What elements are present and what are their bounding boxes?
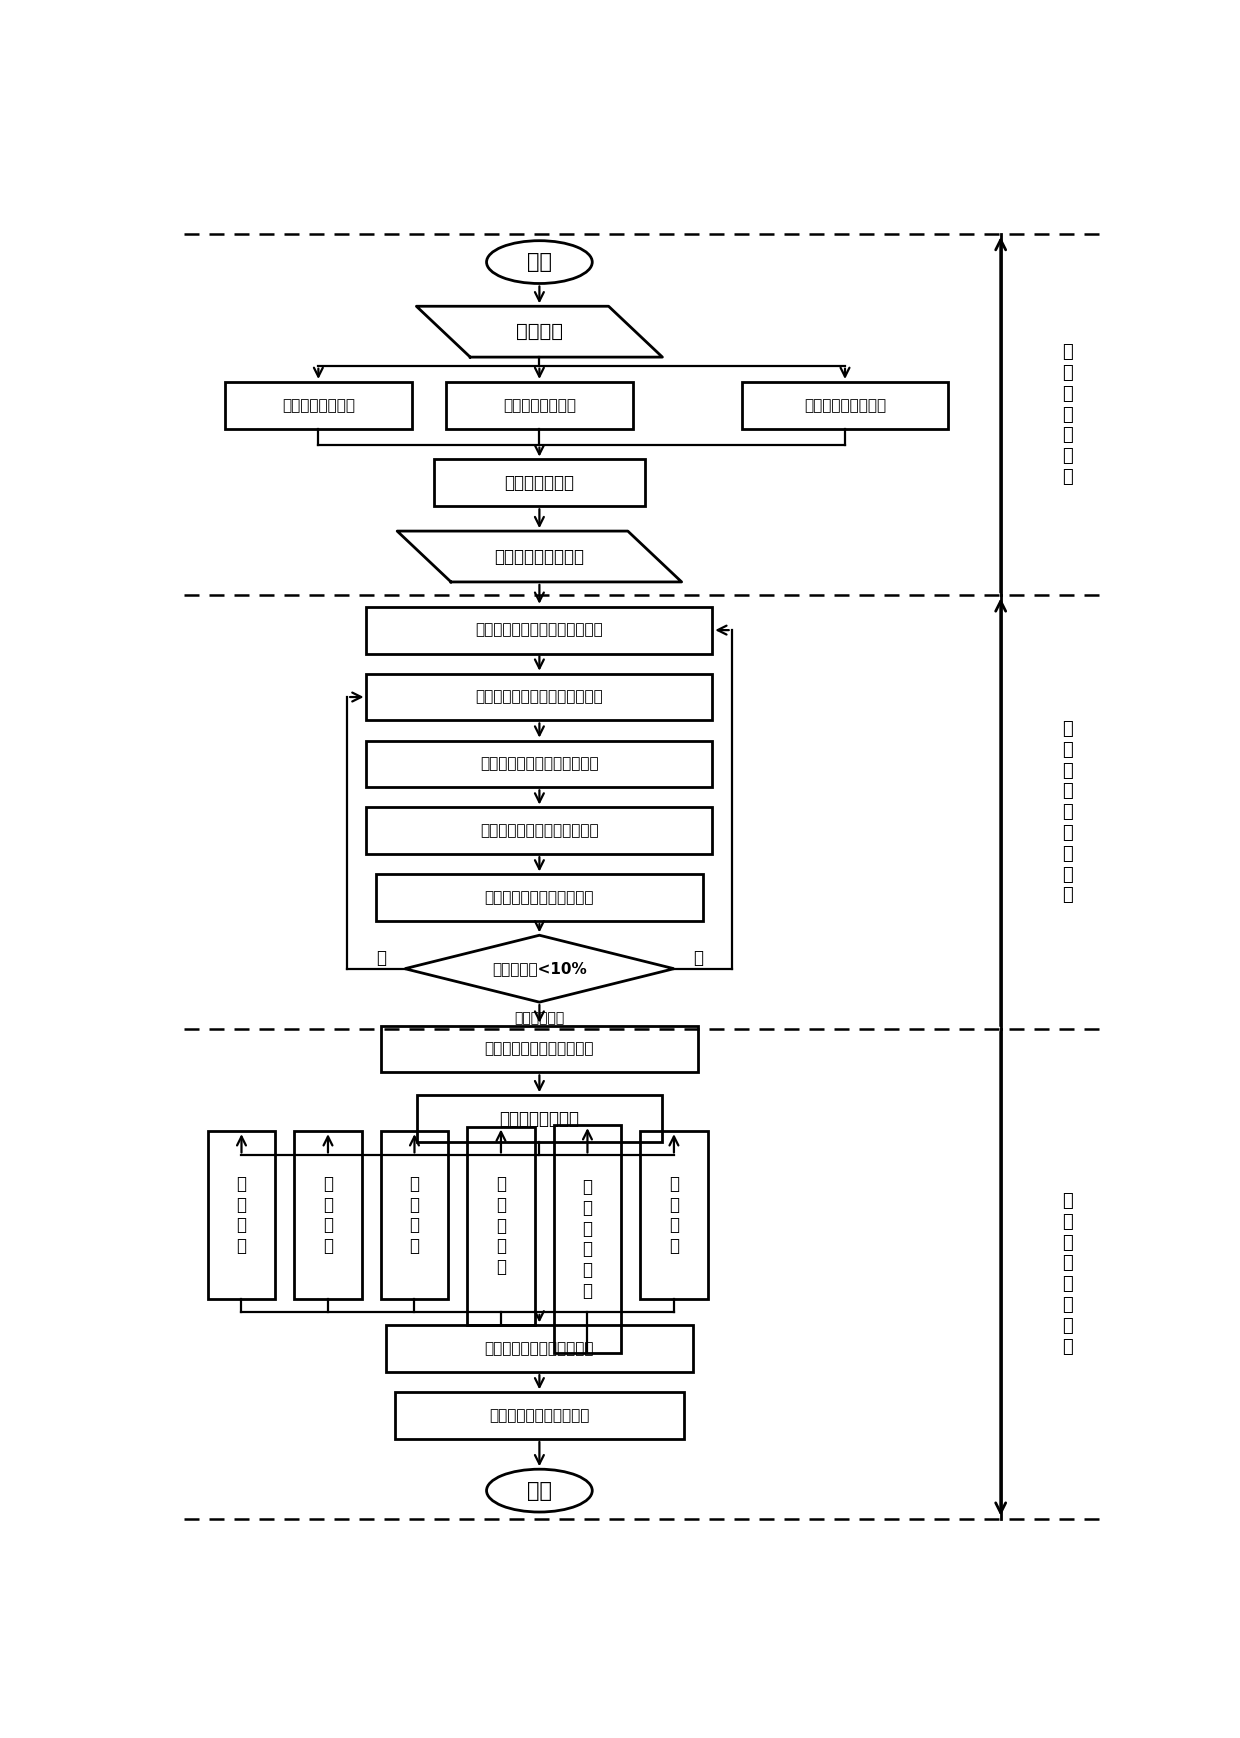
Text: 绘制净压力指数平均值曲线: 绘制净压力指数平均值曲线 [485, 1041, 594, 1057]
Bar [417, 1095, 662, 1142]
Bar [396, 1392, 683, 1439]
Bar [381, 1025, 698, 1072]
Text: 折算井底净压力: 折算井底净压力 [505, 474, 574, 492]
Text: 井
底
净
压
力
动
态
拟
合: 井 底 净 压 力 动 态 拟 合 [1063, 720, 1074, 904]
Bar [376, 874, 703, 921]
Bar [554, 1124, 621, 1352]
Text: 开始: 开始 [527, 252, 552, 273]
Text: 是: 是 [376, 949, 386, 966]
Text: 计算净压力拟合相对误差值: 计算净压力拟合相对误差值 [485, 890, 594, 905]
Text: 延
伸
受
阻: 延 伸 受 阻 [322, 1175, 334, 1255]
Text: 绘制施工压力曲线诊断图: 绘制施工压力曲线诊断图 [490, 1408, 589, 1423]
Text: 计算携砂液柱静压力: 计算携砂液柱静压力 [804, 398, 887, 414]
Bar [294, 1131, 362, 1298]
Bar [434, 459, 645, 506]
Bar [367, 740, 713, 787]
Text: 缝
高
方
向
延
伸: 缝 高 方 向 延 伸 [583, 1178, 593, 1300]
Text: 层
理
缝
延
伸: 层 理 缝 延 伸 [496, 1175, 506, 1276]
Text: 设置当前时间、净压力为参考点: 设置当前时间、净压力为参考点 [475, 622, 604, 638]
Text: 快
速
滤
失: 快 速 滤 失 [668, 1175, 680, 1255]
Bar [467, 1126, 534, 1324]
Bar [381, 1131, 448, 1298]
Text: 绘制井底净压力曲线: 绘制井底净压力曲线 [495, 547, 584, 565]
Bar [640, 1131, 708, 1298]
Text: 裂
缝
延
伸
模
式
识
别: 裂 缝 延 伸 模 式 识 别 [1063, 1192, 1074, 1356]
Text: 计算净压力指数与斜率平均值: 计算净压力指数与斜率平均值 [480, 824, 599, 838]
Bar [445, 382, 634, 429]
Text: 计算射孔孔眼压降: 计算射孔孔眼压降 [503, 398, 575, 414]
Text: 取下一个时间、净压力为当前点: 取下一个时间、净压力为当前点 [475, 690, 604, 704]
Text: 结束: 结束 [527, 1481, 552, 1500]
Text: 计算井筒流动压降: 计算井筒流动压降 [281, 398, 355, 414]
Bar [742, 382, 949, 429]
Bar [367, 607, 713, 653]
Text: 正
常
延
伸: 正 常 延 伸 [409, 1175, 419, 1255]
Bar [224, 382, 412, 429]
Text: 数据计算完毕: 数据计算完毕 [515, 1012, 564, 1025]
Text: 缝
网
延
伸: 缝 网 延 伸 [237, 1175, 247, 1255]
Bar [208, 1131, 275, 1298]
Bar [367, 674, 713, 721]
Text: 井
底
净
压
力
折
算: 井 底 净 压 力 折 算 [1063, 342, 1074, 487]
Bar [386, 1326, 693, 1373]
Text: 输入参数: 输入参数 [516, 322, 563, 341]
Text: 否: 否 [693, 949, 703, 966]
Text: 计算净压力指数与斜率拟合值: 计算净压力指数与斜率拟合值 [480, 756, 599, 772]
Text: 裂缝延伸模式识别: 裂缝延伸模式识别 [500, 1109, 579, 1128]
Text: 绘制裂缝延伸模式识别曲线: 绘制裂缝延伸模式识别曲线 [485, 1342, 594, 1356]
Bar [367, 808, 713, 855]
Text: 相对误差值<10%: 相对误差值<10% [492, 961, 587, 977]
